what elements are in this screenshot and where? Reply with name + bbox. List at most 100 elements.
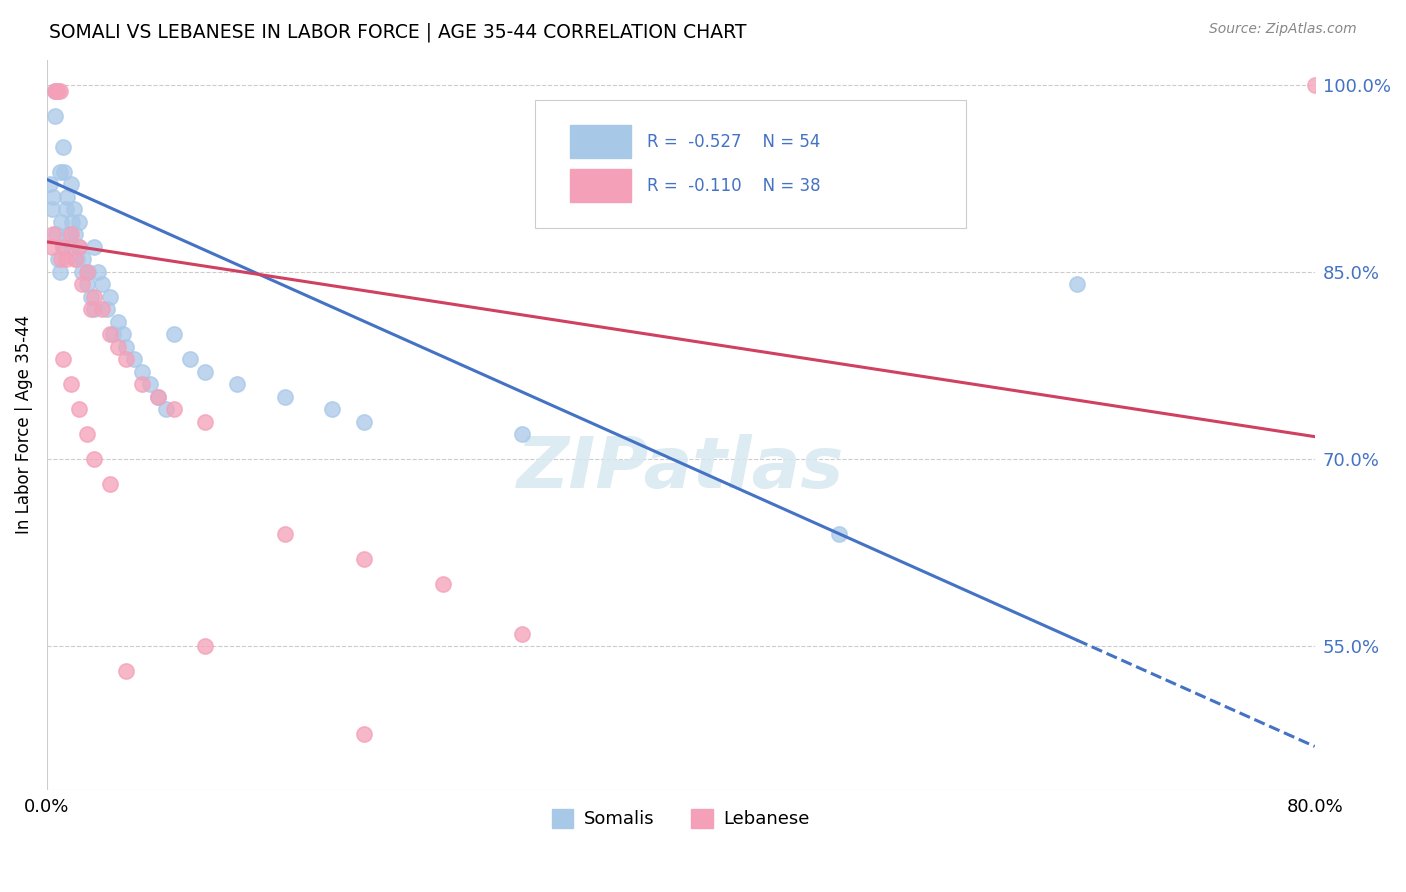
- Point: [107, 340, 129, 354]
- Point: [115, 352, 138, 367]
- Point: [52, 140, 75, 154]
- Point: [80, 290, 103, 304]
- Point: [72, 252, 94, 267]
- Point: [115, 340, 138, 354]
- Point: [49, 215, 72, 229]
- Point: [146, 390, 169, 404]
- Point: [59, 227, 82, 242]
- Point: [98, 477, 121, 491]
- Y-axis label: In Labor Force | Age 35-44: In Labor Force | Age 35-44: [15, 315, 32, 534]
- Text: ZIPatlas: ZIPatlas: [517, 434, 845, 503]
- Point: [194, 640, 217, 654]
- Point: [103, 327, 125, 342]
- FancyBboxPatch shape: [571, 169, 631, 202]
- Point: [46, 252, 69, 267]
- Point: [226, 377, 249, 392]
- Point: [39, 178, 62, 192]
- Point: [194, 415, 217, 429]
- Point: [59, 377, 82, 392]
- Point: [55, 202, 77, 217]
- Point: [45, 227, 67, 242]
- Point: [432, 577, 454, 591]
- Point: [98, 290, 121, 304]
- Point: [76, 277, 98, 292]
- Point: [83, 290, 105, 304]
- Point: [155, 402, 177, 417]
- Point: [58, 227, 80, 242]
- Point: [111, 327, 134, 342]
- Point: [91, 302, 114, 317]
- Text: Source: ZipAtlas.com: Source: ZipAtlas.com: [1209, 22, 1357, 37]
- Point: [353, 727, 375, 741]
- Point: [828, 527, 851, 541]
- Point: [41, 202, 63, 217]
- Text: SOMALI VS LEBANESE IN LABOR FORCE | AGE 35-44 CORRELATION CHART: SOMALI VS LEBANESE IN LABOR FORCE | AGE …: [49, 22, 747, 42]
- Point: [48, 265, 70, 279]
- Point: [91, 277, 114, 292]
- Point: [1303, 78, 1326, 92]
- Point: [48, 84, 70, 98]
- Point: [59, 178, 82, 192]
- Point: [70, 265, 93, 279]
- Point: [353, 552, 375, 566]
- Point: [42, 227, 65, 242]
- Point: [52, 352, 75, 367]
- Point: [67, 402, 90, 417]
- Point: [70, 277, 93, 292]
- Point: [42, 190, 65, 204]
- Point: [41, 240, 63, 254]
- Point: [86, 265, 108, 279]
- Point: [353, 415, 375, 429]
- Point: [80, 302, 103, 317]
- Text: R =  -0.110    N = 38: R = -0.110 N = 38: [647, 177, 820, 195]
- Point: [107, 315, 129, 329]
- FancyBboxPatch shape: [571, 126, 631, 158]
- Point: [59, 240, 82, 254]
- Point: [56, 190, 79, 204]
- Point: [115, 665, 138, 679]
- Point: [83, 302, 105, 317]
- Point: [53, 165, 76, 179]
- Legend: Somalis, Lebanese: Somalis, Lebanese: [544, 802, 817, 836]
- Point: [273, 390, 295, 404]
- Point: [131, 365, 153, 379]
- Text: R =  -0.527    N = 54: R = -0.527 N = 54: [647, 133, 820, 151]
- Point: [510, 427, 533, 442]
- Point: [76, 427, 98, 442]
- Point: [98, 327, 121, 342]
- Point: [83, 240, 105, 254]
- Point: [65, 252, 87, 267]
- Point: [49, 252, 72, 267]
- Point: [139, 377, 162, 392]
- Point: [131, 377, 153, 392]
- Point: [163, 402, 186, 417]
- Point: [44, 84, 66, 98]
- Point: [273, 527, 295, 541]
- Point: [67, 215, 90, 229]
- Point: [55, 252, 77, 267]
- Point: [77, 265, 100, 279]
- Point: [510, 627, 533, 641]
- Point: [67, 240, 90, 254]
- Point: [76, 265, 98, 279]
- Point: [52, 240, 75, 254]
- Point: [96, 302, 118, 317]
- Point: [83, 452, 105, 467]
- Point: [45, 84, 67, 98]
- Point: [52, 240, 75, 254]
- Point: [48, 165, 70, 179]
- Point: [63, 202, 86, 217]
- Point: [163, 327, 186, 342]
- Point: [44, 84, 66, 98]
- Point: [66, 252, 89, 267]
- Point: [194, 365, 217, 379]
- Point: [60, 215, 83, 229]
- Point: [321, 402, 343, 417]
- FancyBboxPatch shape: [536, 100, 966, 227]
- Point: [65, 227, 87, 242]
- Point: [44, 109, 66, 123]
- Point: [146, 390, 169, 404]
- Point: [122, 352, 145, 367]
- Point: [1066, 277, 1088, 292]
- Point: [67, 240, 90, 254]
